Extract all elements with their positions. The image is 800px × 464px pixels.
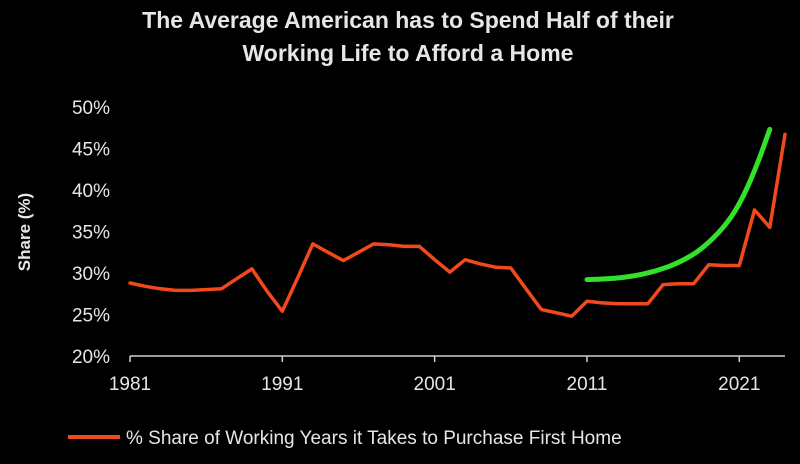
- y-tick-label: 20%: [72, 347, 110, 368]
- chart-title-line-1: The Average American has to Spend Half o…: [142, 7, 674, 33]
- chart-title-line-2: Working Life to Afford a Home: [243, 40, 574, 66]
- y-tick-label: 40%: [72, 181, 110, 202]
- annotation-layer: [584, 126, 773, 283]
- trend-curve: [584, 126, 773, 283]
- y-tick-label: 35%: [72, 223, 110, 244]
- y-axis-label: Share (%): [15, 193, 34, 271]
- x-tick-label: 2001: [414, 374, 456, 395]
- x-ticks: 1981 1991 2001 2011 2021: [109, 356, 760, 395]
- legend: % Share of Working Years it Takes to Pur…: [68, 428, 622, 449]
- series-line: [128, 132, 787, 318]
- series-layer: [128, 132, 787, 318]
- x-tick-label: 2011: [567, 374, 608, 395]
- legend-label: % Share of Working Years it Takes to Pur…: [126, 428, 622, 449]
- y-tick-label: 30%: [72, 264, 110, 285]
- y-tick-label: 25%: [72, 306, 110, 327]
- x-tick-label: 1991: [261, 374, 303, 395]
- x-tick-label: 1981: [109, 374, 151, 395]
- y-tick-label: 45%: [72, 140, 110, 161]
- y-tick-label: 50%: [72, 98, 110, 119]
- y-ticks: 20% 25% 30% 35% 40% 45% 50%: [72, 98, 110, 368]
- x-tick-label: 2021: [718, 374, 760, 395]
